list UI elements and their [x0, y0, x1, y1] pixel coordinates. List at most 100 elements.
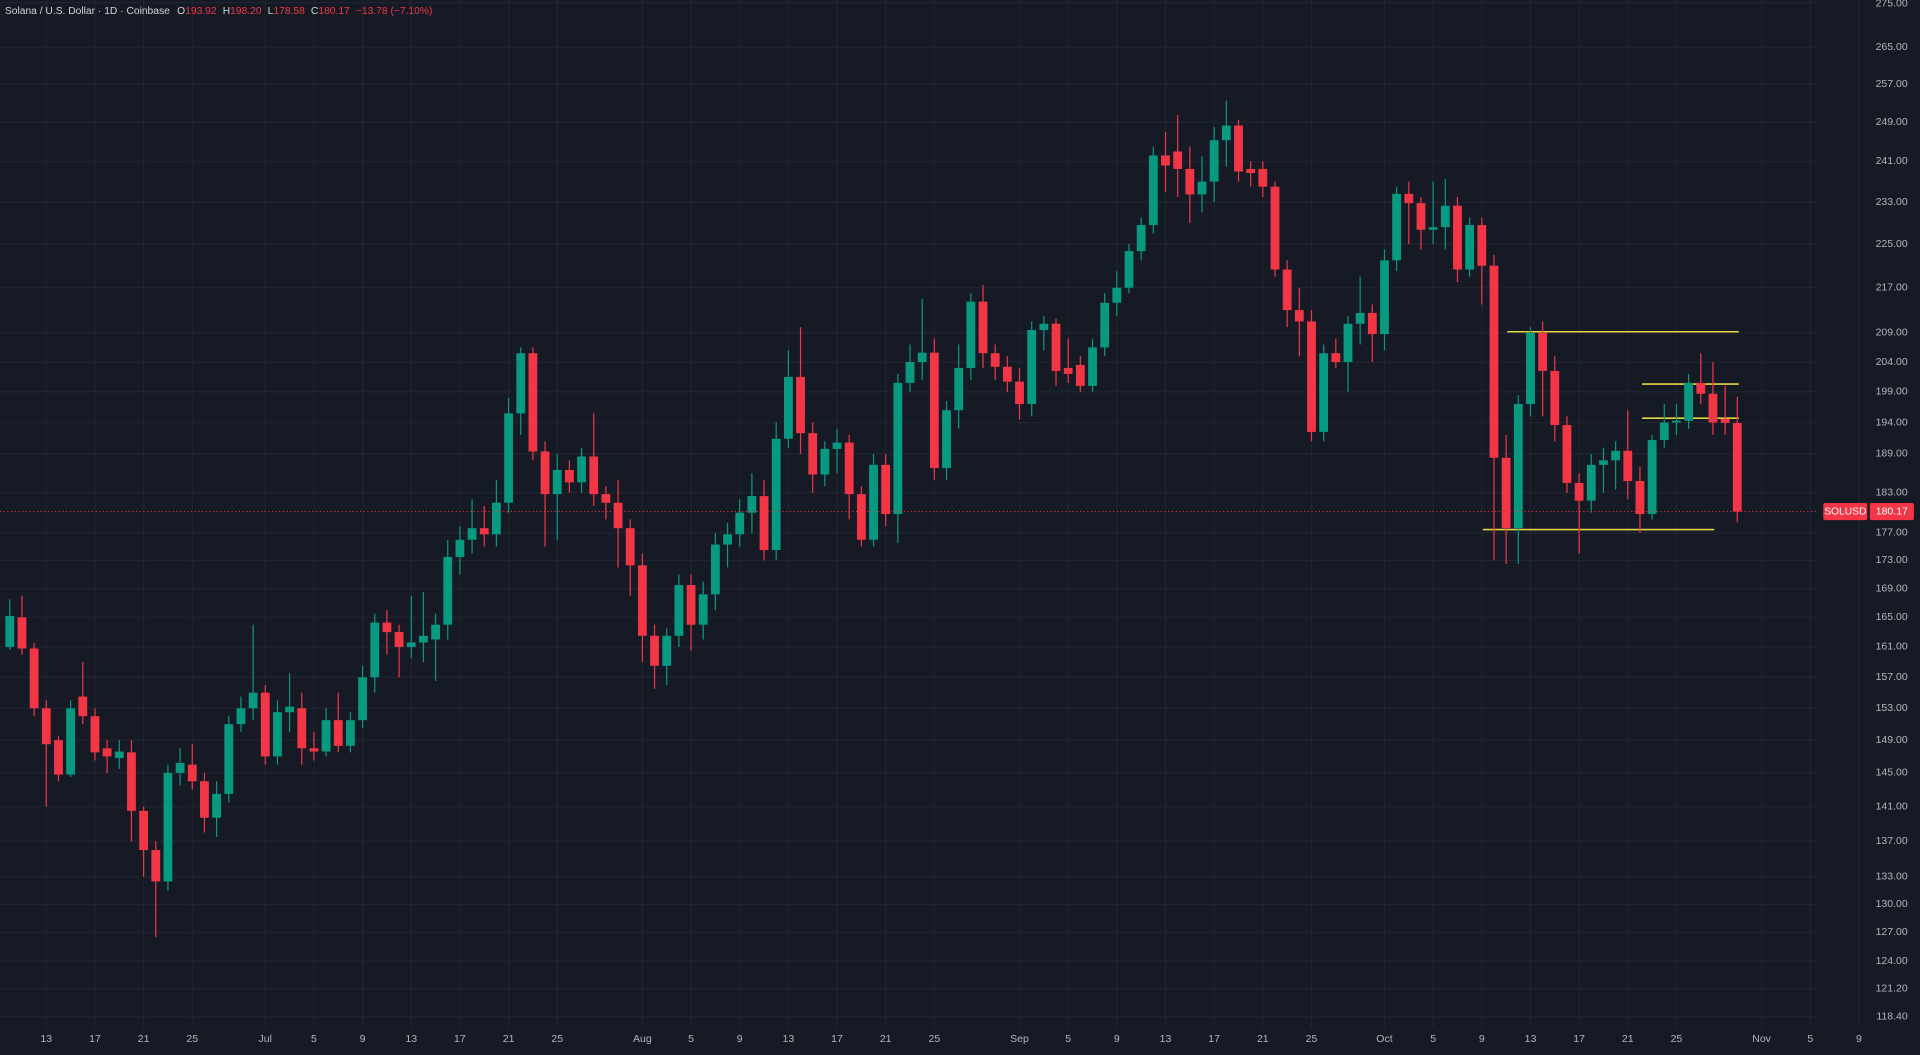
candle-body: [1538, 332, 1548, 371]
candle-body: [224, 724, 234, 794]
candle-body: [1039, 323, 1049, 331]
y-tick-label: 137.00: [1876, 835, 1908, 847]
x-tick-label: 5: [1430, 1033, 1436, 1045]
candle-body: [1100, 302, 1110, 348]
x-tick-label: 17: [831, 1033, 843, 1045]
y-tick-label: 141.00: [1876, 800, 1908, 812]
candle-body: [1282, 269, 1292, 311]
ohlc-value: 180.17: [318, 6, 350, 17]
y-tick-label: 169.00: [1876, 582, 1908, 594]
x-tick-label: 17: [89, 1033, 101, 1045]
y-tick-label: 249.00: [1876, 116, 1908, 128]
x-tick-label: 25: [929, 1033, 941, 1045]
candle-body: [1623, 450, 1633, 482]
candle-body: [990, 353, 1000, 367]
candle-body: [905, 362, 915, 383]
x-tick-label: 21: [880, 1033, 892, 1045]
candle-body: [406, 642, 416, 647]
candle-body: [881, 464, 891, 515]
candle-body: [1732, 423, 1742, 512]
candle-body: [1185, 168, 1195, 195]
x-tick-label: 9: [360, 1033, 366, 1045]
candle-body: [273, 712, 282, 757]
x-tick-label: 17: [1208, 1033, 1220, 1045]
candle-body: [1367, 312, 1377, 335]
candle-body: [1659, 422, 1669, 441]
y-tick-label: 153.00: [1876, 702, 1908, 714]
candle-body: [151, 850, 161, 882]
candle-body: [1027, 330, 1037, 405]
candle-body: [540, 451, 550, 495]
x-tick-label: Aug: [633, 1033, 652, 1045]
candle-body: [1075, 365, 1085, 386]
candle-body: [431, 624, 440, 640]
y-tick-label: 118.40: [1876, 1011, 1908, 1023]
candle-body: [1331, 353, 1341, 363]
candle-body: [783, 376, 793, 439]
candle-body: [698, 594, 708, 625]
candle-body: [1611, 450, 1621, 461]
candle-body: [613, 502, 623, 529]
candle-body: [552, 470, 562, 495]
y-tick-label: 194.00: [1876, 416, 1908, 428]
candle-body: [1562, 425, 1572, 483]
candle-body: [1221, 125, 1231, 141]
candle-body: [674, 585, 684, 636]
candle-body: [1148, 155, 1158, 226]
candle-body: [1343, 323, 1353, 363]
candle-body: [723, 534, 732, 545]
candle-body: [856, 494, 866, 540]
candle-body: [577, 456, 586, 483]
ohlc-label: L: [268, 6, 274, 17]
y-tick-label: 173.00: [1876, 554, 1908, 566]
candle-body: [333, 720, 343, 746]
x-tick-label: 21: [138, 1033, 150, 1045]
candle-body: [358, 677, 367, 721]
candle-body: [394, 632, 404, 647]
y-tick-label: 177.00: [1876, 527, 1908, 539]
candle-body: [1416, 203, 1426, 230]
y-tick-label: 145.00: [1876, 767, 1908, 779]
candle-body: [1647, 440, 1657, 515]
candle-body: [929, 352, 939, 469]
y-tick-label: 275.00: [1876, 0, 1908, 9]
candle-body: [1586, 464, 1596, 501]
candle-body: [260, 692, 270, 757]
candle-body: [29, 648, 39, 709]
x-tick-label: 21: [503, 1033, 515, 1045]
candle-body: [516, 353, 526, 414]
candle-body: [297, 708, 307, 749]
x-tick-label: 5: [311, 1033, 317, 1045]
x-tick-label: 13: [783, 1033, 795, 1045]
x-tick-label: 5: [1807, 1033, 1813, 1045]
x-tick-label: Oct: [1376, 1033, 1392, 1045]
candle-body: [1526, 332, 1535, 405]
candle-body: [1294, 310, 1304, 322]
x-tick-label: 13: [405, 1033, 417, 1045]
candle-body: [1465, 225, 1475, 270]
y-tick-label: 233.00: [1876, 196, 1908, 208]
candle-body: [200, 781, 209, 818]
y-tick-label: 265.00: [1876, 41, 1908, 53]
y-tick-label: 127.00: [1876, 926, 1908, 938]
candle-body: [1234, 125, 1243, 172]
candle-body: [1124, 251, 1134, 288]
candle-body: [1173, 151, 1183, 169]
candle-body: [771, 438, 781, 551]
candle-body: [54, 740, 63, 775]
y-tick-label: 257.00: [1876, 78, 1908, 90]
x-tick-label: 9: [1114, 1033, 1120, 1045]
candle-body: [1696, 382, 1706, 394]
candle-body: [212, 793, 222, 818]
candle-body: [966, 301, 976, 368]
candle-body: [820, 448, 830, 475]
x-tick-label: 17: [454, 1033, 466, 1045]
candle-body: [175, 763, 185, 773]
candle-body: [1161, 155, 1170, 166]
candle-body: [1088, 347, 1097, 386]
candle-body: [808, 433, 818, 475]
candle-body: [1684, 382, 1694, 421]
symbol-label: SOLUSD: [1824, 506, 1866, 517]
candle-body: [1307, 321, 1316, 432]
candle-body: [1513, 404, 1523, 529]
